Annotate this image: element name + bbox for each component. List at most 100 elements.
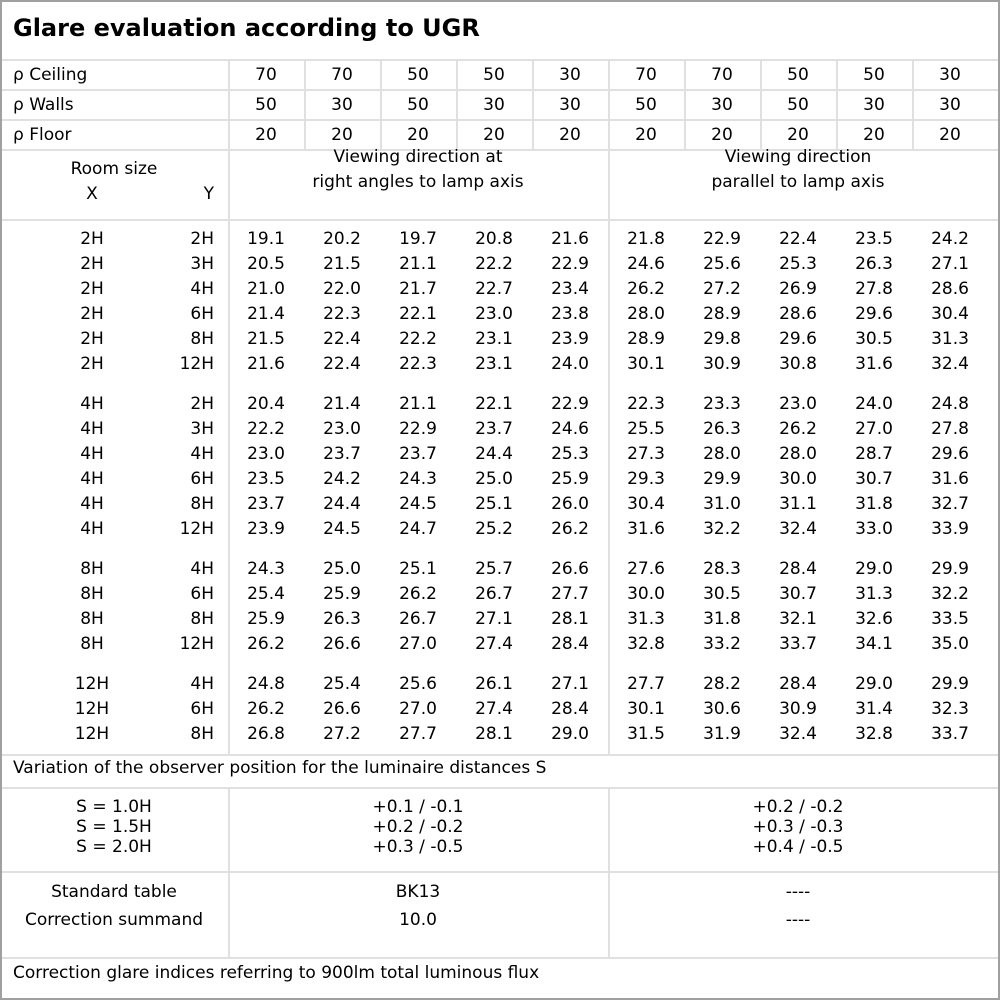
ugr-value: 25.2 — [475, 519, 513, 539]
column-divider — [304, 59, 306, 149]
variation-s: S = 1.5H — [76, 817, 152, 837]
ugr-value: 26.6 — [323, 699, 361, 719]
ugr-value: 29.9 — [931, 674, 969, 694]
ugr-value: 30.5 — [703, 584, 741, 604]
room-x: 4H — [80, 419, 104, 439]
ugr-value: 31.5 — [627, 724, 665, 744]
ugr-value: 23.5 — [247, 469, 285, 489]
ugr-value: 27.4 — [475, 634, 513, 654]
ugr-value: 20.2 — [323, 229, 361, 249]
table-row: 8H 12H 26.2 26.6 27.0 27.4 28.4 32.8 33.2 33.7 34.… — [0, 632, 1000, 657]
ugr-value: 25.5 — [627, 419, 665, 439]
table-row: 12H 8H 26.8 27.2 27.7 28.1 29.0 31.5 31.9 32.4 32.… — [0, 722, 1000, 747]
ugr-value: 22.1 — [475, 394, 513, 414]
y-label: Y — [203, 184, 214, 204]
table-row: 12H 6H 26.2 26.6 27.0 27.4 28.4 30.1 30.6 30.9 31.… — [0, 697, 1000, 722]
ugr-value: 27.0 — [399, 634, 437, 654]
ugr-value: 30.0 — [779, 469, 817, 489]
ugr-value: 20.8 — [475, 229, 513, 249]
table-row: 4H 12H 23.9 24.5 24.7 25.2 26.2 31.6 32.2 32.4 33.… — [0, 517, 1000, 542]
ugr-value: 28.4 — [779, 674, 817, 694]
ugr-value: 25.7 — [475, 559, 513, 579]
room-y: 8H — [190, 494, 214, 514]
ugr-value: 24.0 — [551, 354, 589, 374]
ugr-value: 26.3 — [323, 609, 361, 629]
ugr-value: 28.2 — [703, 674, 741, 694]
ugr-value: 28.4 — [551, 699, 589, 719]
reflectance-value: 20 — [483, 125, 505, 145]
ugr-value: 32.1 — [779, 609, 817, 629]
ugr-value: 27.3 — [627, 444, 665, 464]
room-x: 8H — [80, 584, 104, 604]
ugr-value: 24.5 — [399, 494, 437, 514]
standard-table-a: BK13 — [395, 882, 441, 902]
reflectance-value: 30 — [559, 95, 581, 115]
reflectance-value: 20 — [559, 125, 581, 145]
room-y: 2H — [190, 394, 214, 414]
row-divider — [2, 754, 998, 756]
ugr-value: 22.4 — [323, 354, 361, 374]
room-x: 2H — [80, 229, 104, 249]
ugr-value: 27.4 — [475, 699, 513, 719]
ugr-value: 27.8 — [855, 279, 893, 299]
ugr-value: 24.8 — [247, 674, 285, 694]
ugr-value: 22.3 — [399, 354, 437, 374]
variation-b: +0.4 / -0.5 — [752, 837, 844, 857]
room-y: 8H — [190, 724, 214, 744]
ugr-value: 22.9 — [551, 254, 589, 274]
correction-summand-label: Correction summand — [24, 910, 204, 930]
column-divider — [456, 59, 458, 149]
row-divider — [2, 59, 998, 61]
reflectance-value: 30 — [559, 65, 581, 85]
room-x: 2H — [80, 254, 104, 274]
ugr-value: 19.7 — [399, 229, 437, 249]
room-x: 8H — [80, 634, 104, 654]
correction-summand-a: 10.0 — [399, 910, 437, 930]
reflectance-value: 30 — [331, 95, 353, 115]
reflectance-value: 20 — [939, 125, 961, 145]
ugr-value: 21.8 — [627, 229, 665, 249]
ugr-value: 27.1 — [551, 674, 589, 694]
ugr-value: 25.9 — [323, 584, 361, 604]
ugr-value: 21.6 — [247, 354, 285, 374]
ugr-value: 23.7 — [323, 444, 361, 464]
ugr-value: 30.7 — [779, 584, 817, 604]
ugr-value: 28.9 — [627, 329, 665, 349]
ugr-value: 23.4 — [551, 279, 589, 299]
ugr-value: 21.1 — [399, 394, 437, 414]
ugr-value: 22.3 — [323, 304, 361, 324]
table-row: 4H 2H 20.4 21.4 21.1 22.1 22.9 22.3 23.3 23.0 24.0… — [0, 392, 1000, 417]
room-y: 8H — [190, 329, 214, 349]
column-divider — [912, 59, 914, 149]
reflectance-row: ρ Ceiling 70 70 50 50 30 70 70 50 50 30 — [0, 60, 1000, 90]
standard-table-b: ---- — [785, 882, 811, 902]
table-row: 2H 4H 21.0 22.0 21.7 22.7 23.4 26.2 27.2 26.9 27.8… — [0, 277, 1000, 302]
ugr-value: 28.9 — [703, 304, 741, 324]
ugr-value: 33.9 — [931, 519, 969, 539]
ugr-value: 28.6 — [779, 304, 817, 324]
table-row: 2H 8H 21.5 22.4 22.2 23.1 23.9 28.9 29.8 29.6 30.5… — [0, 327, 1000, 352]
room-group: 2H 2H 19.1 20.2 19.7 20.8 21.6 21.8 22.9 22.4 23.5… — [0, 227, 1000, 377]
ugr-value: 26.9 — [779, 279, 817, 299]
ugr-value: 26.7 — [475, 584, 513, 604]
ugr-value: 23.8 — [551, 304, 589, 324]
row-divider — [2, 957, 998, 959]
standard-table-label: Standard table — [51, 882, 177, 902]
ugr-value: 22.1 — [399, 304, 437, 324]
ugr-value: 22.4 — [779, 229, 817, 249]
table-row: 2H 6H 21.4 22.3 22.1 23.0 23.8 28.0 28.9 28.6 29.6… — [0, 302, 1000, 327]
ugr-value: 25.3 — [551, 444, 589, 464]
ugr-value: 26.0 — [551, 494, 589, 514]
reflectance-value: 20 — [407, 125, 429, 145]
room-x: 4H — [80, 494, 104, 514]
ugr-value: 22.0 — [323, 279, 361, 299]
reflectance-value: 50 — [863, 65, 885, 85]
column-divider — [608, 149, 610, 957]
ugr-value: 28.6 — [931, 279, 969, 299]
ugr-value: 30.6 — [703, 699, 741, 719]
ugr-value: 31.3 — [627, 609, 665, 629]
ugr-value: 22.2 — [399, 329, 437, 349]
ugr-value: 25.0 — [475, 469, 513, 489]
ugr-value: 30.9 — [779, 699, 817, 719]
ugr-value: 24.4 — [475, 444, 513, 464]
